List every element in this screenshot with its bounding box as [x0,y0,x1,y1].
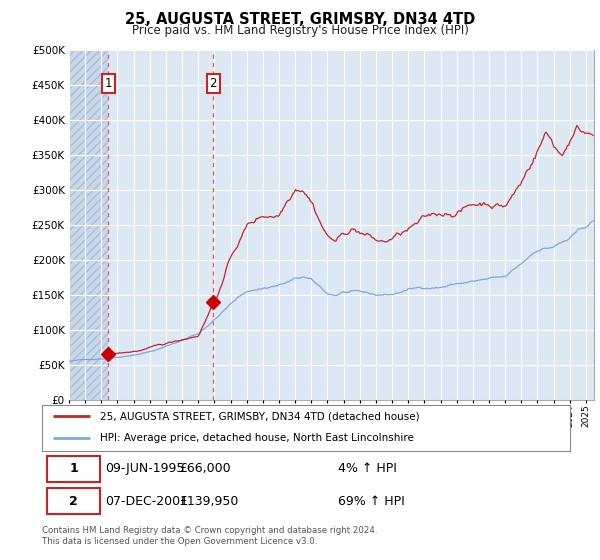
Text: £139,950: £139,950 [179,495,239,508]
Text: 69% ↑ HPI: 69% ↑ HPI [338,495,404,508]
Text: 2: 2 [209,77,217,90]
Text: 09-JUN-1995: 09-JUN-1995 [106,462,185,475]
Text: 4% ↑ HPI: 4% ↑ HPI [338,462,397,475]
Text: Price paid vs. HM Land Registry's House Price Index (HPI): Price paid vs. HM Land Registry's House … [131,24,469,37]
Text: 07-DEC-2001: 07-DEC-2001 [106,495,188,508]
Text: Contains HM Land Registry data © Crown copyright and database right 2024.
This d: Contains HM Land Registry data © Crown c… [42,526,377,546]
Text: 1: 1 [70,462,78,475]
Text: 2: 2 [70,495,78,508]
Text: 1: 1 [104,77,112,90]
Text: 25, AUGUSTA STREET, GRIMSBY, DN34 4TD: 25, AUGUSTA STREET, GRIMSBY, DN34 4TD [125,12,475,27]
FancyBboxPatch shape [47,488,100,515]
Text: £66,000: £66,000 [179,462,231,475]
Bar [109,50,213,400]
FancyBboxPatch shape [47,456,100,482]
Bar [69,50,109,400]
Text: HPI: Average price, detached house, North East Lincolnshire: HPI: Average price, detached house, Nort… [100,433,414,443]
Text: 25, AUGUSTA STREET, GRIMSBY, DN34 4TD (detached house): 25, AUGUSTA STREET, GRIMSBY, DN34 4TD (d… [100,412,420,421]
